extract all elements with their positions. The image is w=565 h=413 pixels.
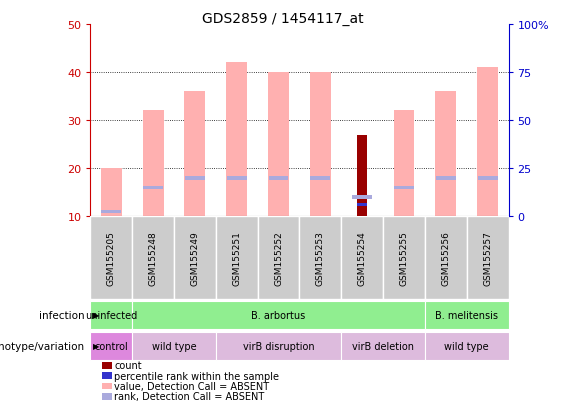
Bar — [352, 196, 372, 199]
Bar — [477, 177, 498, 180]
Text: ▶: ▶ — [93, 311, 100, 319]
Text: GSM155248: GSM155248 — [149, 231, 158, 285]
Text: virB disruption: virB disruption — [243, 341, 314, 351]
Bar — [90, 332, 132, 360]
Bar — [90, 301, 132, 329]
Text: B. arbortus: B. arbortus — [251, 310, 306, 320]
Bar — [216, 217, 258, 299]
Bar — [143, 111, 164, 217]
Bar — [425, 217, 467, 299]
Bar — [467, 217, 509, 299]
Text: genotype/variation: genotype/variation — [0, 341, 85, 351]
Text: GDS2859 / 1454117_at: GDS2859 / 1454117_at — [202, 12, 363, 26]
Text: GSM155255: GSM155255 — [399, 231, 408, 285]
Bar — [132, 332, 216, 360]
Bar — [341, 217, 383, 299]
Bar — [394, 186, 414, 190]
Bar — [310, 177, 331, 180]
Text: percentile rank within the sample: percentile rank within the sample — [114, 371, 279, 381]
Text: GSM155256: GSM155256 — [441, 231, 450, 285]
Bar — [258, 217, 299, 299]
Bar — [101, 169, 122, 217]
Text: GSM155253: GSM155253 — [316, 231, 325, 285]
Bar — [101, 210, 121, 214]
Bar — [393, 111, 415, 217]
Bar — [132, 217, 174, 299]
Text: GSM155257: GSM155257 — [483, 231, 492, 285]
Bar — [310, 73, 331, 217]
Text: GSM155205: GSM155205 — [107, 231, 116, 285]
Bar — [90, 217, 132, 299]
Bar — [436, 92, 457, 217]
Text: B. melitensis: B. melitensis — [435, 310, 498, 320]
Text: ▶: ▶ — [93, 342, 100, 350]
Bar — [132, 301, 425, 329]
Text: GSM155254: GSM155254 — [358, 231, 367, 285]
Text: GSM155251: GSM155251 — [232, 231, 241, 285]
Bar — [185, 177, 205, 180]
Text: rank, Detection Call = ABSENT: rank, Detection Call = ABSENT — [114, 392, 264, 401]
Bar — [358, 135, 367, 217]
Text: uninfected: uninfected — [85, 310, 137, 320]
Bar — [436, 177, 456, 180]
Bar — [383, 217, 425, 299]
Text: wild type: wild type — [152, 341, 196, 351]
Text: GSM155252: GSM155252 — [274, 231, 283, 285]
Bar — [425, 332, 508, 360]
Bar — [268, 73, 289, 217]
Text: count: count — [114, 361, 142, 370]
Text: wild type: wild type — [445, 341, 489, 351]
Bar — [341, 332, 425, 360]
Bar — [184, 92, 206, 217]
Bar — [227, 177, 247, 180]
Bar — [268, 177, 289, 180]
Text: GSM155249: GSM155249 — [190, 231, 199, 285]
Bar — [299, 217, 341, 299]
Text: virB deletion: virB deletion — [352, 341, 414, 351]
Bar — [226, 63, 247, 217]
Bar — [477, 68, 498, 217]
Text: value, Detection Call = ABSENT: value, Detection Call = ABSENT — [114, 381, 270, 391]
Bar — [425, 301, 508, 329]
Bar — [143, 186, 163, 190]
Bar — [358, 203, 367, 206]
Bar — [174, 217, 216, 299]
Bar — [216, 332, 341, 360]
Text: control: control — [94, 341, 128, 351]
Text: infection: infection — [39, 310, 85, 320]
